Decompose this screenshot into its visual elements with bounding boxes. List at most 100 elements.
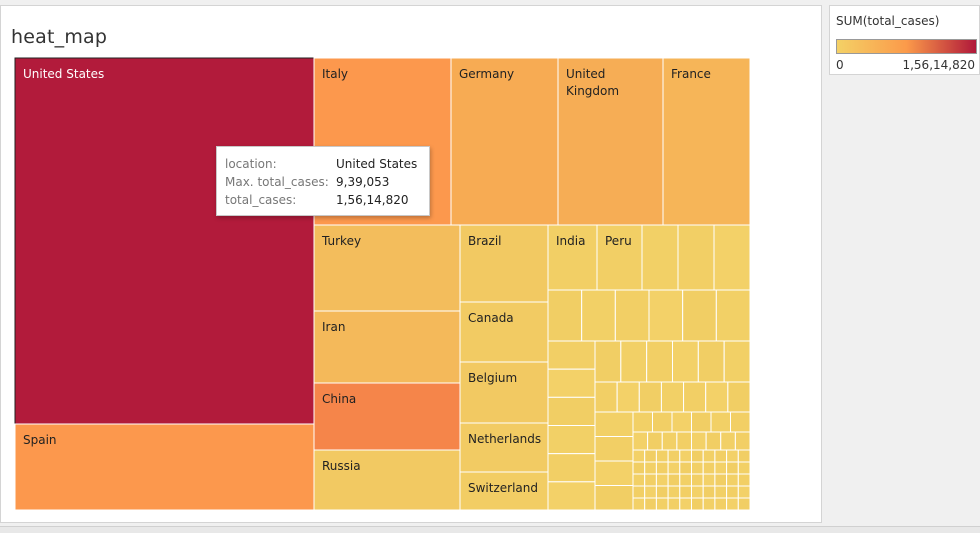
small-country-tile[interactable] [547,481,596,511]
small-country-tile[interactable] [726,497,739,511]
small-country-tile[interactable] [679,473,692,487]
small-country-tile[interactable] [705,381,729,413]
small-country-tile[interactable] [661,431,678,451]
color-legend[interactable]: SUM(total_cases) 0 1,56,14,820 [829,5,980,75]
small-country-tile[interactable] [667,461,681,475]
small-country-tile[interactable] [655,497,669,511]
small-country-tile[interactable] [730,411,751,433]
small-country-tile[interactable] [594,460,634,486]
small-country-tile[interactable] [714,485,728,499]
small-country-tile[interactable] [737,473,751,487]
small-country-tile[interactable] [691,431,707,451]
small-country-tile[interactable] [691,449,704,463]
small-country-tile[interactable] [648,289,684,342]
small-country-tile[interactable] [679,485,692,499]
treemap-tile-china[interactable] [313,382,461,451]
small-country-tile[interactable] [702,449,716,463]
small-country-tile[interactable] [632,485,646,499]
small-country-tile[interactable] [714,473,728,487]
small-country-tile[interactable] [702,485,716,499]
small-country-tile[interactable] [737,461,751,475]
small-country-tile[interactable] [644,449,657,463]
small-country-tile[interactable] [714,497,728,511]
small-country-tile[interactable] [594,485,634,511]
treemap-tile-germany[interactable] [450,57,559,226]
small-country-tile[interactable] [737,449,751,463]
small-country-tile[interactable] [677,224,715,291]
treemap-tile-united-states[interactable] [14,57,315,425]
small-country-tile[interactable] [632,497,646,511]
treemap-tile-netherlands[interactable] [459,422,549,473]
small-country-tile[interactable] [652,411,673,433]
small-country-tile[interactable] [737,485,751,499]
small-country-tile[interactable] [547,425,596,455]
small-country-tile[interactable] [697,340,725,383]
treemap-tile-russia[interactable] [313,449,461,511]
small-country-tile[interactable] [594,340,622,383]
small-country-tile[interactable] [734,431,751,451]
small-country-tile[interactable] [655,473,669,487]
small-country-tile[interactable] [713,224,751,291]
small-country-tile[interactable] [726,485,739,499]
small-country-tile[interactable] [726,461,739,475]
treemap-tile-belgium[interactable] [459,361,549,424]
small-country-tile[interactable] [632,449,646,463]
small-country-tile[interactable] [683,381,707,413]
small-country-tile[interactable] [710,411,731,433]
small-country-tile[interactable] [667,473,681,487]
small-country-tile[interactable] [691,473,704,487]
small-country-tile[interactable] [705,431,722,451]
small-country-tile[interactable] [547,368,596,398]
small-country-tile[interactable] [616,381,640,413]
small-country-tile[interactable] [594,436,634,462]
small-country-tile[interactable] [594,381,618,413]
small-country-tile[interactable] [547,396,596,427]
small-country-tile[interactable] [547,340,596,370]
small-country-tile[interactable] [714,449,728,463]
small-country-tile[interactable] [682,289,717,342]
small-country-tile[interactable] [655,461,669,475]
small-country-tile[interactable] [720,431,736,451]
treemap-chart[interactable]: United States Spain Italy Germany United King… [1,6,823,524]
small-country-tile[interactable] [660,381,685,413]
small-country-tile[interactable] [655,449,669,463]
small-country-tile[interactable] [632,461,646,475]
small-country-tile[interactable] [581,289,616,342]
small-country-tile[interactable] [620,340,648,383]
treemap-tile-peru[interactable] [596,224,643,291]
small-country-tile[interactable] [679,497,692,511]
small-country-tile[interactable] [632,411,653,433]
small-country-tile[interactable] [655,485,669,499]
small-country-tile[interactable] [646,340,674,383]
small-country-tile[interactable] [737,497,751,511]
small-country-tile[interactable] [641,224,679,291]
small-country-tile[interactable] [691,485,704,499]
small-country-tile[interactable] [714,461,728,475]
small-country-tile[interactable] [679,461,692,475]
small-country-tile[interactable] [667,449,681,463]
small-country-tile[interactable] [702,461,716,475]
small-country-tile[interactable] [676,431,692,451]
treemap-tile-switzerland[interactable] [459,471,549,511]
small-country-tile[interactable] [702,473,716,487]
small-country-tile[interactable] [715,289,751,342]
treemap-tile-canada[interactable] [459,301,549,363]
small-country-tile[interactable] [547,453,596,483]
small-country-tile[interactable] [727,381,751,413]
small-country-tile[interactable] [691,497,704,511]
treemap-tile-france[interactable] [662,57,751,226]
treemap-tile-india[interactable] [547,224,598,291]
small-country-tile[interactable] [547,289,583,342]
small-country-tile[interactable] [667,497,681,511]
small-country-tile[interactable] [702,497,716,511]
treemap-tile-spain[interactable] [14,423,315,511]
small-country-tile[interactable] [644,497,657,511]
small-country-tile[interactable] [726,473,739,487]
small-country-tile[interactable] [594,411,634,437]
small-country-tile[interactable] [647,431,663,451]
small-country-tile[interactable] [671,411,692,433]
small-country-tile[interactable] [632,431,649,451]
small-country-tile[interactable] [667,485,681,499]
small-country-tile[interactable] [723,340,751,383]
small-country-tile[interactable] [679,449,692,463]
